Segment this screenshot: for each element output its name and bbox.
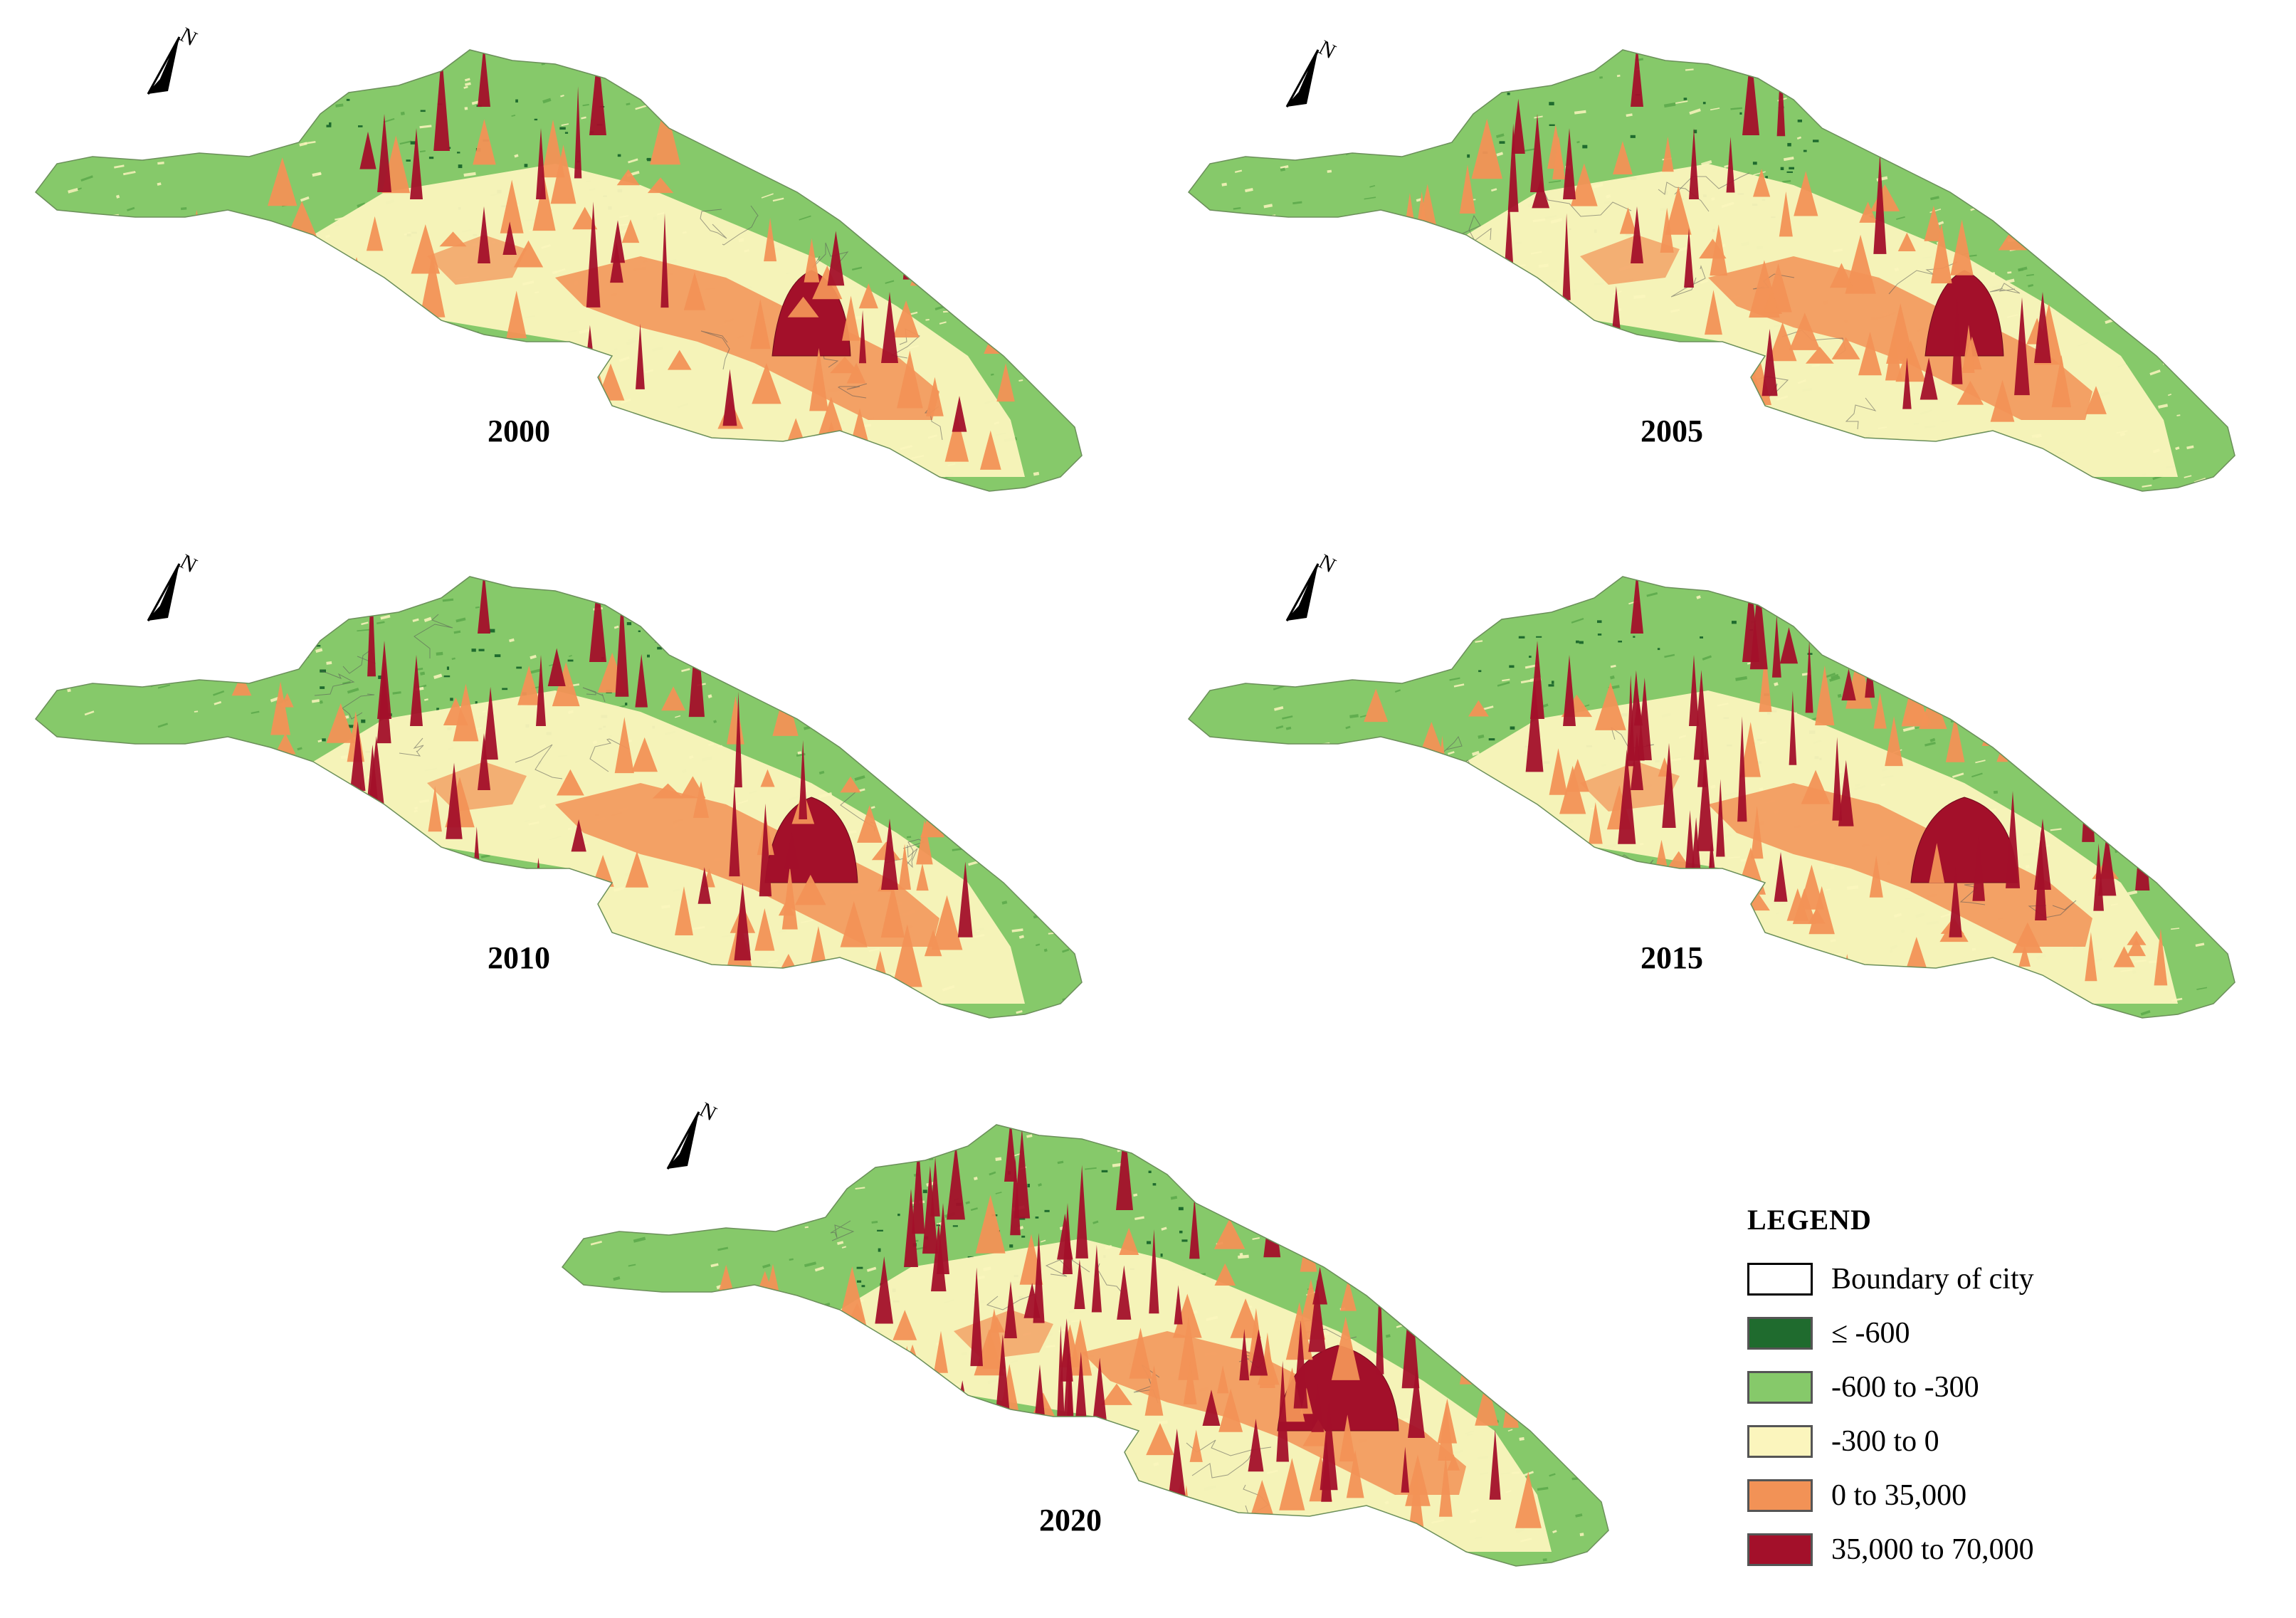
legend: LEGEND Boundary of city ≤ -600 -600 to -… (1747, 1203, 2117, 1577)
year-label: 2010 (488, 940, 550, 975)
year-label: 2005 (1641, 414, 1703, 448)
terrain-map (34, 49, 1083, 492)
terrain-map (1187, 576, 2236, 1019)
north-arrow-icon: N (1267, 548, 1339, 630)
svg-text:N: N (1315, 36, 1338, 63)
legend-title: LEGEND (1747, 1204, 1872, 1236)
terrain-map (561, 1124, 1609, 1567)
map-panel-2010: N 2010 (14, 548, 1153, 1061)
legend-item-35000-70000: 35,000 to 70,000 (1747, 1523, 2117, 1577)
north-arrow-icon: N (128, 548, 201, 630)
legend-item-boundary: Boundary of city (1747, 1252, 2117, 1306)
map-panel-2015: N 2015 (1167, 548, 2296, 1061)
svg-text:N: N (176, 23, 199, 51)
map-panel-2005: N 2005 (1167, 21, 2296, 534)
legend-swatch (1747, 1533, 1813, 1566)
svg-text:N: N (1315, 550, 1338, 577)
year-label: 2020 (1039, 1503, 1102, 1538)
legend-item-300-0: -300 to 0 (1747, 1414, 2117, 1469)
north-arrow-icon: N (1267, 34, 1339, 116)
legend-swatch (1747, 1371, 1813, 1404)
legend-swatch (1747, 1317, 1813, 1350)
terrain-map (1187, 49, 2236, 492)
north-arrow-icon: N (128, 21, 201, 103)
svg-text:N: N (176, 550, 199, 577)
legend-item-0-35000: 0 to 35,000 (1747, 1469, 2117, 1523)
legend-item-600-300: -600 to -300 (1747, 1360, 2117, 1414)
legend-swatch (1747, 1263, 1813, 1296)
map-panel-2020: N 2020 (541, 1096, 1680, 1609)
terrain-map (34, 576, 1083, 1019)
map-panel-2000: N 2000 (14, 21, 1153, 534)
legend-swatch (1747, 1479, 1813, 1512)
legend-swatch (1747, 1425, 1813, 1458)
year-label: 2015 (1641, 940, 1703, 975)
svg-text:N: N (695, 1098, 719, 1125)
year-label: 2000 (488, 414, 550, 448)
north-arrow-icon: N (648, 1096, 720, 1178)
legend-item-le-600: ≤ -600 (1747, 1306, 2117, 1360)
